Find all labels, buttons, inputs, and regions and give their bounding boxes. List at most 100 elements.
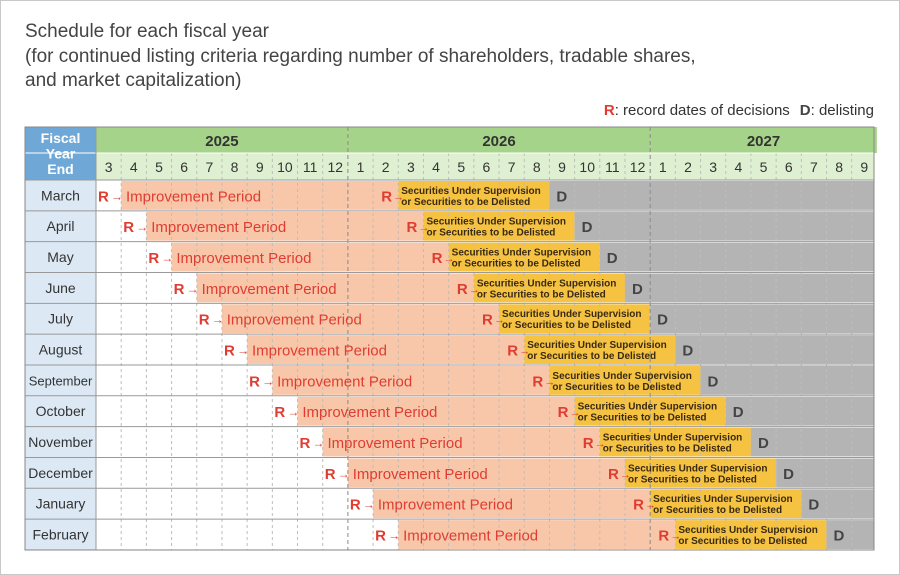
month-label: 8 [835,159,843,175]
year-band-2027 [650,127,877,153]
record-date-marker: R [432,250,443,267]
arrow-glyph: → [363,498,375,512]
delisted-region [574,211,874,241]
title-line-1: Schedule for each fiscal year [25,21,269,42]
supervision-label-line1: Securities Under Supervision [552,371,692,382]
improvement-period-label: Improvement Period [151,219,286,236]
arrow-glyph: → [620,469,631,481]
record-date-marker: R [274,404,285,421]
improvement-period-bar [196,273,474,303]
delisted-region [776,458,874,488]
supervision-label-line1: Securities Under Supervision [603,433,743,444]
month-label: 8 [533,159,541,175]
arrow-glyph: → [570,407,581,419]
arrow-glyph: → [595,438,606,450]
arrow-glyph: → [544,376,555,388]
year-band-2025 [96,127,348,153]
header-corner-label: End [47,161,73,177]
month-label: 9 [860,159,868,175]
row-label-cell [25,241,96,273]
year-label-2026: 2026 [482,133,515,150]
row-label-cell [25,426,96,458]
month-label: 4 [432,159,440,175]
record-date-marker: R [224,343,235,360]
month-label: 5 [760,159,768,175]
record-date-marker: R [583,435,594,452]
supervision-label-line2: or Securities to be Delisted [502,320,631,331]
improvement-period-bar [347,458,625,488]
delisted-region [650,304,874,334]
supervision-label-line2: or Securities to be Delisted [401,197,530,208]
improvement-period-bar [322,427,600,457]
month-header-row [96,153,874,180]
delisting-marker: D [708,373,719,390]
improvement-period-bar [146,211,424,241]
row-label-cell [25,334,96,365]
month-label: 6 [785,159,793,175]
record-date-marker: R [532,373,543,390]
arrow-glyph: → [287,405,299,419]
supervision-label-line2: or Securities to be Delisted [477,289,606,300]
supervision-label-line1: Securities Under Supervision [452,248,592,259]
row-label-cell [25,488,96,520]
delisting-marker: D [556,188,567,205]
row-label-may: May [47,249,73,265]
record-date-marker: R [558,404,569,421]
row-label-february: February [32,527,88,543]
arrow-glyph: → [670,531,681,543]
arrow-glyph: → [237,344,249,358]
record-date-marker: R [249,373,260,390]
delisted-region [750,427,874,457]
row-label-september: September [29,373,93,388]
supervision-label-line1: Securities Under Supervision [527,340,667,351]
arrow-glyph: → [187,282,199,296]
month-label: 10 [277,159,293,175]
record-date-marker: R [174,281,185,298]
improvement-period-label: Improvement Period [227,312,362,329]
month-label: 9 [558,159,566,175]
delisting-marker: D [657,312,668,329]
header-corner-label: Fiscal [41,130,81,146]
delisting-marker: D [733,404,744,421]
improvement-period-bar [171,242,449,272]
month-label: 7 [205,159,213,175]
row-label-july: July [48,311,73,327]
arrow-glyph: → [338,467,350,481]
row-label-cell [25,210,96,242]
year-band-2026 [347,127,651,153]
record-date-marker: R [300,435,311,452]
delisted-region [624,273,874,303]
month-label: 9 [256,159,264,175]
record-date-marker: R [350,497,361,514]
row-label-cell [25,303,96,335]
row-label-march: March [41,187,80,203]
supervision-label-line2: or Securities to be Delisted [452,259,581,270]
arrow-glyph: → [111,189,123,203]
supervision-label-line1: Securities Under Supervision [628,463,768,474]
month-label: 11 [303,159,318,175]
improvement-period-label: Improvement Period [176,250,311,267]
improvement-period-bar [373,489,651,519]
delisting-marker: D [582,219,593,236]
arrow-glyph: → [444,253,455,265]
month-label: 4 [734,159,742,175]
record-date-marker: R [406,219,417,236]
month-label: 6 [483,159,491,175]
record-date-marker: R [658,528,669,545]
record-date-marker: R [633,497,644,514]
row-label-june: June [45,280,76,296]
arrow-glyph: → [313,436,325,450]
row-label-january: January [36,496,86,512]
delisted-region [700,365,874,395]
record-date-marker: R [375,528,386,545]
supervision-label-line2: or Securities to be Delisted [678,536,807,547]
month-label: 2 [684,159,692,175]
delisting-marker: D [808,497,819,514]
delisted-region [801,489,874,519]
row-label-cell [25,457,96,489]
month-label: 12 [328,159,344,175]
arrow-glyph: → [494,315,505,327]
delisting-marker: D [682,343,693,360]
delisting-marker: D [632,281,643,298]
supervision-label-line1: Securities Under Supervision [426,217,565,228]
